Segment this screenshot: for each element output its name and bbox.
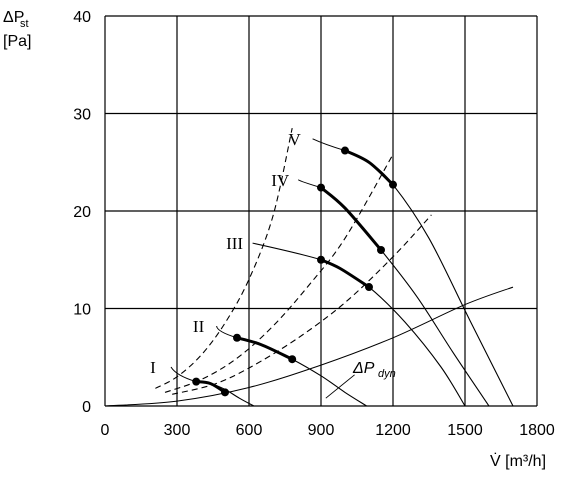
- y-axis-unit: [Pa]: [3, 33, 31, 50]
- fan-curve-leader-I: [170, 366, 197, 383]
- dyn-label-main: ΔP: [352, 360, 375, 377]
- y-tick-label: 0: [82, 399, 91, 416]
- system-curve-1: [155, 127, 293, 389]
- fan-curve-label-III: III: [226, 234, 243, 253]
- x-tick-label: 300: [164, 422, 191, 439]
- x-tick-label: 600: [236, 422, 263, 439]
- dyn-pressure-curve: [104, 286, 514, 407]
- operating-point-IV-2: [377, 246, 385, 254]
- grid: [104, 15, 538, 407]
- y-tick-label: 30: [73, 107, 91, 124]
- fan-curve-label-II: II: [193, 317, 205, 336]
- dyn-label-leader: [325, 374, 355, 399]
- operating-point-I-1: [192, 377, 201, 386]
- operating-point-IV-1: [317, 183, 325, 192]
- dyn-label: ΔP dyn: [352, 360, 396, 380]
- operating-range-IV: [320, 186, 383, 251]
- dyn-label-sub: dyn: [378, 368, 396, 380]
- fan-curve-leader-V: [312, 138, 346, 152]
- y-tick-label: 40: [73, 9, 91, 26]
- operating-range-III: [320, 258, 370, 289]
- y-tick-label: 20: [73, 204, 91, 221]
- fan-curve-IV: [320, 187, 490, 407]
- x-tick-label: 1800: [519, 422, 555, 439]
- x-axis-title: V̇ [m³/h]: [490, 452, 546, 470]
- fan-curve-leader-III: [252, 242, 322, 261]
- y-axis-title: ΔP: [3, 9, 24, 26]
- operating-point-I-2: [221, 388, 229, 397]
- fan-curve-label-IV: IV: [271, 171, 290, 190]
- operating-point-V-2: [389, 180, 397, 189]
- x-tick-label: 900: [308, 422, 335, 439]
- ticks: 0 300 600 900 1200 1500 1800 0 10 20 30 40: [73, 9, 555, 439]
- operating-range-II: [236, 336, 293, 361]
- operating-point-V-1: [341, 146, 349, 155]
- y-tick-label: 10: [73, 302, 91, 319]
- y-axis-title-sub: st: [20, 18, 29, 30]
- markers: [192, 146, 397, 397]
- operating-point-III-2: [365, 283, 373, 292]
- x-tick-label: 1500: [447, 422, 483, 439]
- x-tick-label: 1200: [375, 422, 411, 439]
- x-tick-label: 0: [101, 422, 110, 439]
- fan-curve-label-V: V: [288, 130, 301, 149]
- operating-point-II-1: [233, 333, 241, 342]
- fan-curve-label-I: I: [150, 358, 156, 377]
- operating-point-III-1: [317, 255, 325, 264]
- operating-range-V: [344, 149, 395, 186]
- operating-point-II-2: [288, 355, 297, 364]
